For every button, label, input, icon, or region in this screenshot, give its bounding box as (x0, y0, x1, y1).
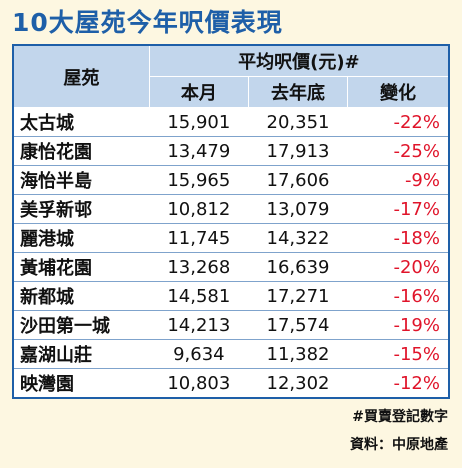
table-row: 沙田第一城 14,213 17,574 -19% (13, 310, 449, 340)
this-month-price: 14,213 (149, 310, 249, 340)
table-header-row: 屋苑 平均呎價(元)# (12, 44, 450, 108)
last-year-end-price: 14,322 (248, 223, 348, 253)
estate-name: 麗港城 (13, 223, 150, 253)
last-year-end-price: 17,913 (248, 136, 348, 166)
table-row: 海怡半島 15,965 17,606 -9% (13, 165, 449, 195)
table-row: 新都城 14,581 17,271 -16% (13, 281, 449, 311)
change-value: -25% (347, 136, 449, 166)
this-month-price: 15,965 (149, 165, 249, 195)
table-row: 太古城 15,901 20,351 -22% (13, 107, 449, 137)
page-title: 10大屋苑今年呎價表現 (12, 8, 283, 37)
header-last-year-end: 去年底 (247, 76, 349, 108)
estate-name: 海怡半島 (13, 165, 150, 195)
change-value: -9% (347, 165, 449, 195)
change-value: -16% (347, 281, 449, 311)
change-value: -19% (347, 310, 449, 340)
last-year-end-price: 12,302 (266, 372, 330, 394)
this-month-price: 15,901 (149, 107, 249, 137)
this-month-price: 14,581 (149, 281, 249, 311)
table-row: 麗港城 11,745 14,322 -18% (13, 223, 449, 253)
table-row: 嘉湖山莊 9,634 11,382 -15% (13, 339, 449, 369)
this-month-price: 11,745 (149, 223, 249, 253)
last-year-end-price: 11,382 (248, 339, 348, 369)
change-value: -18% (347, 223, 449, 253)
this-month-price: 10,803 (167, 372, 231, 394)
this-month-price: 9,634 (149, 339, 249, 369)
estate-name: 美孚新邨 (13, 194, 150, 224)
this-month-price: 10,812 (149, 194, 249, 224)
source-credit: 資料：中原地產 (350, 437, 448, 453)
table-row: 黃埔花園 13,268 16,639 -20% (13, 252, 449, 282)
header-avg-price: 平均呎價(元)# (148, 44, 450, 77)
change-value: -22% (347, 107, 449, 137)
change-value: -15% (347, 339, 449, 369)
table-subheader-row: 本月 去年底 變化 (13, 76, 450, 108)
footnote: #買賣登記數字 (352, 409, 448, 425)
last-year-end-price: 17,271 (248, 281, 348, 311)
change-value: -20% (347, 252, 449, 282)
estate-name: 黃埔花園 (13, 252, 150, 282)
estate-name: 康怡花園 (13, 136, 150, 166)
table-row: 美孚新邨 10,812 13,079 -17% (13, 194, 449, 224)
change-value: -17% (347, 194, 449, 224)
last-year-end-price: 17,606 (248, 165, 348, 195)
estate-name: 新都城 (13, 281, 150, 311)
header-this-month: 本月 (148, 76, 249, 108)
change-value: -12% (393, 372, 440, 394)
estate-name: 映灣園 (20, 374, 74, 395)
table-row: 康怡花園 13,479 17,913 -25% (13, 136, 449, 166)
header-change: 變化 (347, 76, 450, 108)
last-year-end-price: 17,574 (248, 310, 348, 340)
estate-name: 嘉湖山莊 (13, 339, 150, 369)
table-row: 映灣園 10,803 12,302 -12% (13, 369, 449, 399)
this-month-price: 13,479 (149, 136, 249, 166)
last-year-end-price: 16,639 (248, 252, 348, 282)
this-month-price: 13,268 (149, 252, 249, 282)
estate-name: 太古城 (13, 107, 150, 137)
price-table: 屋苑 平均呎價(元)# 本月 去年底 變化 太古城 15,901 20,351 -22… (12, 44, 450, 399)
last-year-end-price: 13,079 (248, 194, 348, 224)
estate-name: 沙田第一城 (13, 310, 150, 340)
last-year-end-price: 20,351 (248, 107, 348, 137)
header-estate: 屋苑 (12, 44, 150, 108)
